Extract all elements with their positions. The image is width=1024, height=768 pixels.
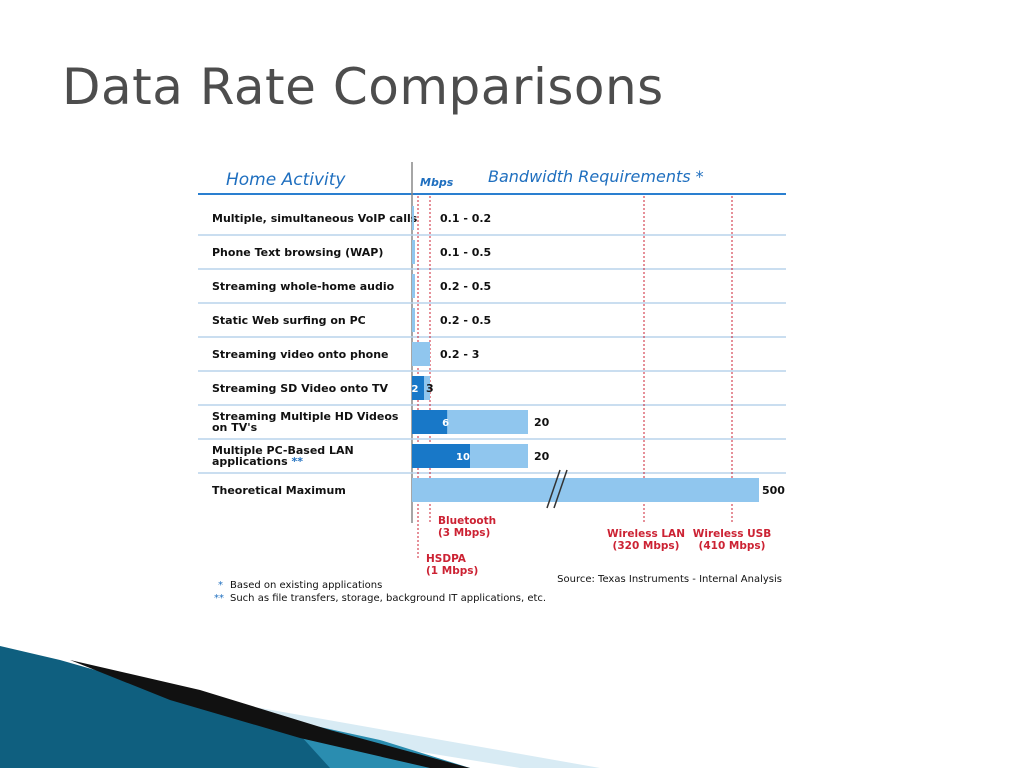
bar	[412, 206, 414, 230]
bar-inner-label: 6	[442, 418, 449, 429]
value-label: 3	[426, 382, 434, 395]
bar-base	[412, 376, 424, 400]
reference-label: HSDPA	[426, 553, 467, 565]
bar-inner-label: 10	[456, 452, 470, 463]
category-label: Streaming SD Video onto TV	[212, 382, 388, 395]
reference-label: (1 Mbps)	[426, 565, 478, 577]
row-header: Home Activity	[226, 170, 346, 190]
axis-break-mark	[546, 469, 561, 509]
category-label: Streaming whole-home audio	[212, 280, 395, 293]
reference-label: Bluetooth	[438, 515, 496, 527]
value-label: 0.1 - 0.5	[440, 246, 491, 259]
bar-inner-label: 2	[412, 384, 419, 395]
footnote-mark: **	[214, 593, 224, 604]
category-label: Streaming Multiple HD Videos	[212, 410, 399, 423]
unit-label: Mbps	[420, 176, 454, 189]
slide-title: Data Rate Comparisons	[62, 58, 664, 116]
reference-label: Wireless USB	[693, 528, 771, 540]
category-label-continued: on TV's	[212, 421, 258, 434]
chart-title: Bandwidth Requirements *	[488, 167, 704, 186]
category-label: Phone Text browsing (WAP)	[212, 246, 383, 259]
category-label: Multiple, simultaneous VoIP calls	[212, 212, 418, 225]
double-asterisk-mark: **	[288, 455, 304, 468]
reference-label: Wireless LAN	[607, 528, 685, 540]
bandwidth-chart: Home Activity Mbps Bandwidth Requirements …	[198, 162, 786, 604]
bar	[412, 478, 759, 502]
category-label: Multiple PC-Based LAN	[212, 444, 354, 457]
value-label: 0.2 - 3	[440, 348, 479, 361]
value-label: 500	[762, 484, 785, 497]
bandwidth-chart-figure: Home Activity Mbps Bandwidth Requirements …	[198, 160, 786, 607]
footnote-text: Such as file transfers, storage, backgro…	[230, 593, 546, 604]
reference-label: (320 Mbps)	[613, 540, 680, 552]
category-label-continued: applications **	[212, 455, 303, 468]
category-label: Theoretical Maximum	[212, 484, 346, 497]
bar	[412, 308, 415, 332]
bar-base	[412, 444, 470, 468]
footnote-text: Based on existing applications	[230, 580, 382, 591]
category-label: Static Web surfing on PC	[212, 314, 366, 327]
reference-label: (410 Mbps)	[699, 540, 766, 552]
value-label: 20	[534, 416, 550, 429]
source-note: Source: Texas Instruments - Internal Ana…	[557, 574, 782, 585]
axis-break-mark	[553, 469, 568, 509]
value-label: 0.2 - 0.5	[440, 280, 491, 293]
footnote-mark: *	[218, 580, 223, 591]
bar	[412, 274, 415, 298]
bar	[412, 240, 415, 264]
value-label: 0.2 - 0.5	[440, 314, 491, 327]
bar-base	[412, 410, 448, 434]
reference-label: (3 Mbps)	[438, 527, 490, 539]
swoosh-dark-band	[0, 646, 330, 768]
bar	[412, 342, 430, 366]
value-label: 20	[534, 450, 550, 463]
category-label: Streaming video onto phone	[212, 348, 389, 361]
swoosh-black-stroke	[70, 660, 470, 768]
value-label: 0.1 - 0.2	[440, 212, 491, 225]
